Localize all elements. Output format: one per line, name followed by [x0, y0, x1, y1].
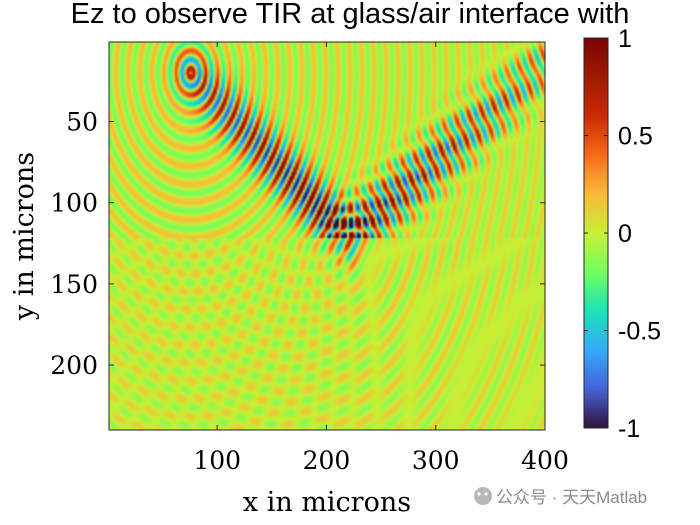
wechat-icon-eye-left — [477, 492, 481, 496]
colorbar-tick-label: 0 — [618, 220, 632, 248]
colorbar-tick-label: 0.5 — [618, 123, 653, 151]
x-tick-label: 100 — [193, 446, 241, 475]
y-tick-label: 50 — [66, 108, 98, 137]
colorbar-tick-label: -0.5 — [618, 318, 661, 346]
x-tick-label: 300 — [412, 446, 460, 475]
y-tick-label: 150 — [50, 270, 98, 299]
colorbar: 1 0.5 0 -0.5 -1 — [583, 25, 661, 443]
chart-title: Ez to observe TIR at glass/air interface… — [71, 0, 630, 30]
colorbar-tick-label: -1 — [618, 415, 640, 443]
y-tick-label: 100 — [50, 189, 98, 218]
x-tick-label: 400 — [521, 446, 569, 475]
y-axis-label: y in microns — [9, 152, 40, 321]
x-axis: 100 200 300 400 — [193, 42, 569, 475]
field-heatmap — [109, 42, 545, 430]
wechat-icon-eye-right — [484, 492, 488, 496]
x-tick-label: 200 — [303, 446, 351, 475]
watermark-text: 公众号 · 天天Matlab — [496, 488, 647, 507]
plot-frame — [108, 41, 546, 431]
watermark: 公众号 · 天天Matlab — [474, 487, 647, 507]
x-axis-label: x in microns — [243, 487, 411, 518]
y-axis: 50 100 150 200 — [50, 108, 545, 380]
colorbar-ticks: 1 0.5 0 -0.5 -1 — [584, 25, 661, 443]
wechat-icon — [474, 487, 492, 505]
plot-area: 100 200 300 400 50 100 150 200 — [50, 41, 569, 475]
colorbar-tick-label: 1 — [618, 25, 632, 53]
y-tick-label: 200 — [50, 351, 98, 380]
